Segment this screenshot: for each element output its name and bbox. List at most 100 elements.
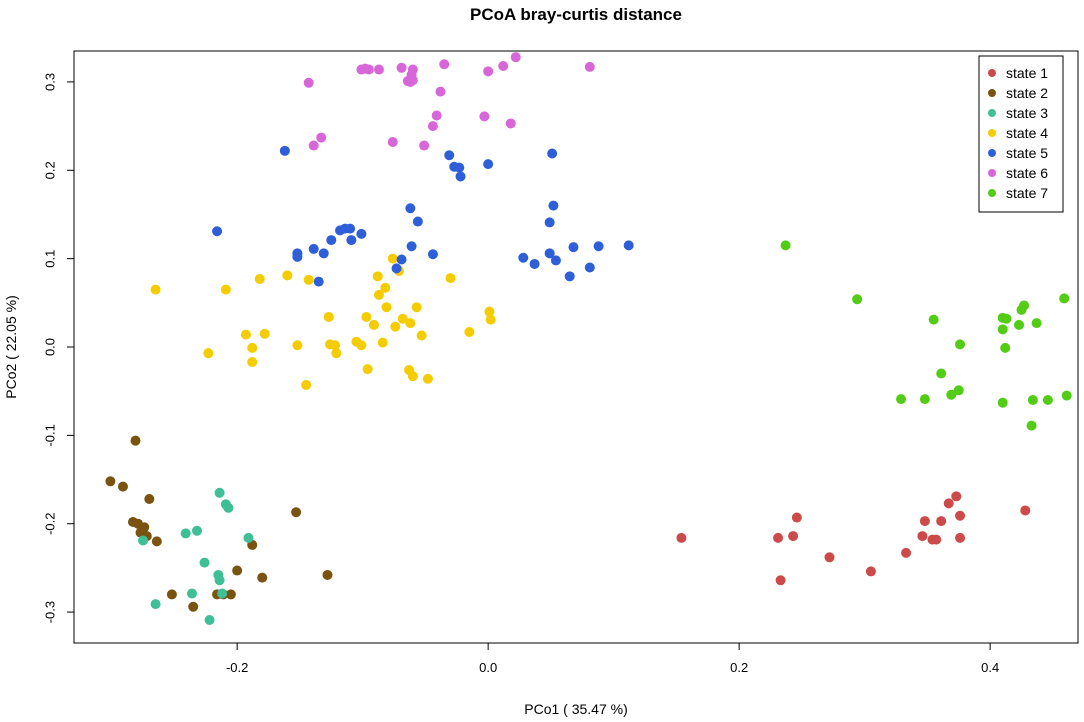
point-state-6 <box>373 64 384 75</box>
point-state-7 <box>1027 395 1038 406</box>
point-state-3 <box>214 487 225 498</box>
point-state-5 <box>584 262 595 273</box>
legend-label: state 5 <box>1006 145 1048 161</box>
point-state-4 <box>380 282 391 293</box>
point-state-1 <box>919 516 930 527</box>
point-state-1 <box>931 534 942 545</box>
data-points <box>105 52 1072 626</box>
point-state-4 <box>254 273 265 284</box>
point-state-5 <box>292 251 303 262</box>
point-state-7 <box>1059 293 1070 304</box>
point-state-5 <box>529 258 540 269</box>
point-state-4 <box>416 330 427 341</box>
point-state-5 <box>396 254 407 265</box>
point-state-4 <box>292 340 303 351</box>
legend-marker-state-6 <box>988 169 996 177</box>
point-state-5 <box>313 276 324 287</box>
point-state-5 <box>444 150 455 161</box>
point-state-6 <box>505 118 516 129</box>
point-state-7 <box>946 389 957 400</box>
point-state-6 <box>498 61 509 72</box>
point-state-2 <box>188 601 199 612</box>
point-state-7 <box>1001 313 1012 324</box>
point-state-4 <box>381 302 392 313</box>
legend-marker-state-1 <box>988 69 996 77</box>
point-state-3 <box>214 575 225 586</box>
point-state-3 <box>180 528 191 539</box>
point-state-4 <box>150 284 161 295</box>
point-state-4 <box>377 337 388 348</box>
point-state-4 <box>323 311 334 322</box>
point-state-2 <box>139 522 150 533</box>
y-tick-label: 0.2 <box>43 161 58 179</box>
legend-label: state 4 <box>1006 125 1048 141</box>
point-state-4 <box>303 274 314 285</box>
point-state-2 <box>105 476 116 487</box>
point-state-4 <box>422 373 433 384</box>
point-state-7 <box>1019 300 1030 311</box>
point-state-4 <box>390 321 401 332</box>
point-state-4 <box>259 328 270 339</box>
point-state-2 <box>232 565 243 576</box>
point-state-3 <box>243 532 254 543</box>
point-state-6 <box>427 121 438 132</box>
point-state-5 <box>518 252 529 263</box>
point-state-3 <box>204 615 215 626</box>
point-state-5 <box>550 255 561 266</box>
point-state-6 <box>387 137 398 148</box>
point-state-1 <box>955 510 966 521</box>
point-state-6 <box>419 140 430 151</box>
plot-frame <box>73 50 1079 644</box>
point-state-6 <box>363 64 374 75</box>
point-state-7 <box>1014 319 1025 330</box>
point-state-3 <box>199 557 210 568</box>
y-tick-label: -0.1 <box>43 424 58 446</box>
point-state-5 <box>212 226 223 237</box>
point-state-4 <box>405 318 416 329</box>
point-state-5 <box>547 148 558 159</box>
y-tick-label: 0.0 <box>43 338 58 356</box>
point-state-6 <box>435 86 446 97</box>
point-state-5 <box>345 223 356 234</box>
point-state-5 <box>564 271 575 282</box>
point-state-4 <box>282 270 293 281</box>
x-tick-label: 0.4 <box>981 660 999 675</box>
point-state-4 <box>220 284 231 295</box>
point-state-7 <box>1061 390 1072 401</box>
point-state-6 <box>407 75 418 86</box>
y-tick-label: -0.3 <box>43 601 58 623</box>
point-state-5 <box>427 249 438 260</box>
point-state-7 <box>1026 420 1037 431</box>
point-state-1 <box>676 532 687 543</box>
point-state-2 <box>130 435 141 446</box>
point-state-3 <box>217 588 228 599</box>
point-state-7 <box>1000 342 1011 353</box>
point-state-3 <box>186 588 197 599</box>
legend-marker-state-3 <box>988 109 996 117</box>
point-state-6 <box>439 59 450 70</box>
point-state-6 <box>407 64 418 75</box>
point-state-4 <box>372 271 383 282</box>
point-state-7 <box>1031 318 1042 329</box>
point-state-4 <box>301 379 312 390</box>
point-state-2 <box>117 481 128 492</box>
point-state-4 <box>485 314 496 325</box>
point-state-1 <box>1020 505 1031 516</box>
legend-marker-state-5 <box>988 149 996 157</box>
point-state-5 <box>346 235 357 246</box>
point-state-4 <box>445 273 456 284</box>
legend-marker-state-4 <box>988 129 996 137</box>
point-state-1 <box>865 566 876 577</box>
point-state-1 <box>951 491 962 502</box>
point-state-1 <box>788 531 799 542</box>
point-state-4 <box>362 364 373 375</box>
point-state-6 <box>396 62 407 73</box>
legend-marker-state-7 <box>988 189 996 197</box>
legend-marker-state-2 <box>988 89 996 97</box>
point-state-7 <box>997 324 1008 335</box>
point-state-2 <box>166 589 177 600</box>
point-state-5 <box>548 200 559 211</box>
y-axis-label: PCo2 ( 22.05 %) <box>3 295 19 399</box>
point-state-6 <box>303 77 314 88</box>
legend-label: state 3 <box>1006 105 1048 121</box>
